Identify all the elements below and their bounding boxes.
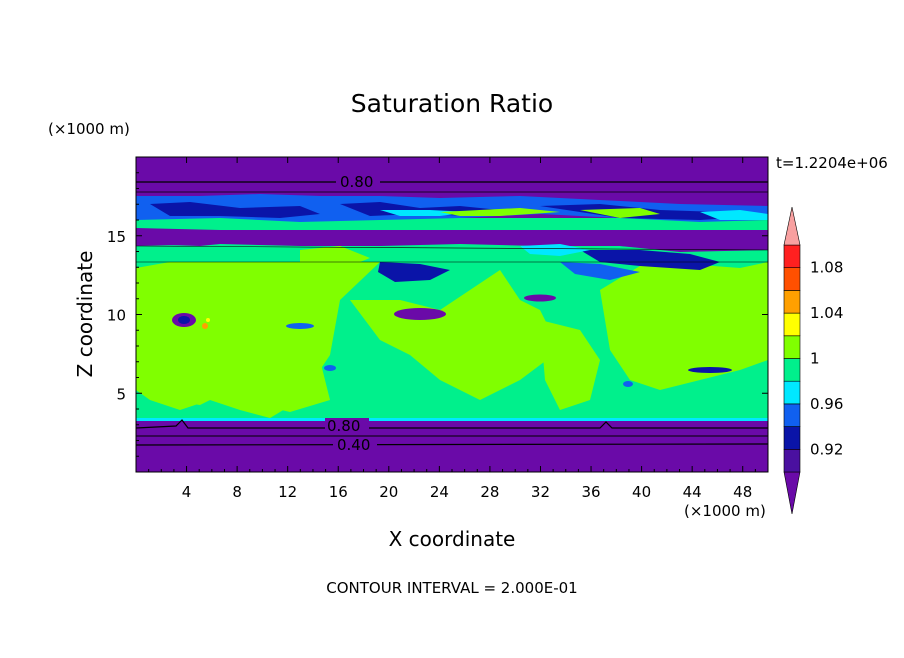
contour-label: 0.80 xyxy=(340,173,373,191)
x-axis-label: X coordinate xyxy=(389,527,516,551)
x-axis: 4 8 12 16 20 24 28 32 36 40 44 48 xyxy=(148,157,756,501)
colorbar-bin xyxy=(783,380,801,405)
contour-label: 0.80 xyxy=(327,417,360,435)
colorbar-bin xyxy=(783,448,801,473)
x-tick-label: 48 xyxy=(733,483,752,501)
x-tick-label: 20 xyxy=(379,483,398,501)
x-tick-label: 44 xyxy=(683,483,702,501)
colorbar-tick-label: 1.04 xyxy=(810,304,843,322)
colorbar-bin xyxy=(783,290,801,314)
y-tick-label: 10 xyxy=(107,307,126,325)
colorbar-over-triangle xyxy=(783,206,801,246)
x-tick-label: 16 xyxy=(329,483,348,501)
y-axis: 5 10 15 xyxy=(107,172,768,457)
colorbar-bin xyxy=(783,312,801,337)
y-unit-label: (×1000 m) xyxy=(48,120,130,138)
x-tick-label: 36 xyxy=(581,483,600,501)
contour-interval-footer: CONTOUR INTERVAL = 2.000E-01 xyxy=(326,579,577,597)
contour-labels: 0.80 0.80 0.40 xyxy=(325,173,380,454)
x-tick-label: 32 xyxy=(531,483,550,501)
x-tick-label: 28 xyxy=(480,483,499,501)
colorbar-bin xyxy=(783,426,801,450)
x-tick-label: 24 xyxy=(430,483,449,501)
colorbar-bin xyxy=(783,335,801,359)
colorbar-tick-label: 0.96 xyxy=(810,395,843,413)
colorbar-bin xyxy=(783,358,801,382)
colorbar-bin xyxy=(783,403,801,427)
x-tick-label: 4 xyxy=(182,483,192,501)
x-tick-label: 8 xyxy=(232,483,242,501)
contour-field xyxy=(136,157,768,472)
colorbar-tick-label: 1.08 xyxy=(810,259,843,277)
chart-title: Saturation Ratio xyxy=(351,89,553,118)
colorbar-under-triangle xyxy=(783,471,801,515)
contour-label: 0.40 xyxy=(337,436,370,454)
y-tick-label: 15 xyxy=(107,228,126,246)
colorbar: 0.92 0.96 1 1.04 1.08 xyxy=(783,206,843,515)
x-unit-label: (×1000 m) xyxy=(684,502,766,520)
colorbar-tick-label: 1 xyxy=(810,350,820,368)
x-tick-label: 12 xyxy=(278,483,297,501)
time-label: t=1.2204e+06 xyxy=(776,154,888,172)
colorbar-bin xyxy=(783,244,801,269)
y-tick-label: 5 xyxy=(116,385,126,403)
colorbar-bin xyxy=(783,267,801,291)
y-axis-label: Z coordinate xyxy=(73,251,97,378)
x-tick-label: 40 xyxy=(632,483,651,501)
colorbar-tick-label: 0.92 xyxy=(810,440,843,458)
